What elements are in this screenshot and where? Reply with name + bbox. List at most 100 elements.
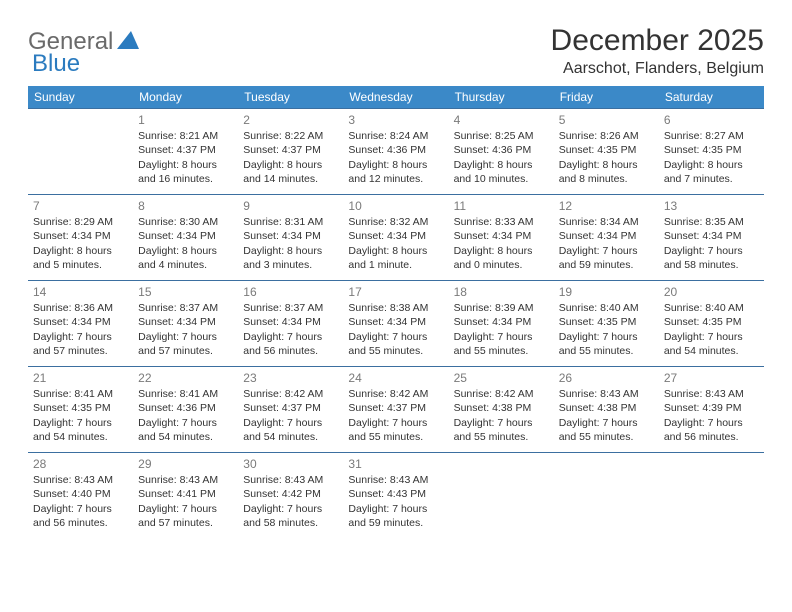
- sunset-text: Sunset: 4:34 PM: [454, 315, 549, 329]
- calendar-cell: 27Sunrise: 8:43 AMSunset: 4:39 PMDayligh…: [659, 367, 764, 453]
- dl1-text: Daylight: 7 hours: [559, 244, 654, 258]
- calendar-cell-empty: [28, 109, 133, 195]
- sunrise-text: Sunrise: 8:21 AM: [138, 129, 233, 143]
- sunrise-text: Sunrise: 8:41 AM: [33, 387, 128, 401]
- day-number: 8: [138, 198, 233, 214]
- calendar-cell-empty: [449, 453, 554, 539]
- sunrise-text: Sunrise: 8:43 AM: [348, 473, 443, 487]
- day-number: 31: [348, 456, 443, 472]
- dl1-text: Daylight: 7 hours: [33, 416, 128, 430]
- sunrise-text: Sunrise: 8:43 AM: [33, 473, 128, 487]
- calendar-row: 7Sunrise: 8:29 AMSunset: 4:34 PMDaylight…: [28, 195, 764, 281]
- day-number: 1: [138, 112, 233, 128]
- sunset-text: Sunset: 4:34 PM: [138, 315, 233, 329]
- calendar-cell: 1Sunrise: 8:21 AMSunset: 4:37 PMDaylight…: [133, 109, 238, 195]
- sunrise-text: Sunrise: 8:38 AM: [348, 301, 443, 315]
- header: General December 2025 Aarschot, Flanders…: [28, 24, 764, 78]
- sunset-text: Sunset: 4:35 PM: [664, 315, 759, 329]
- calendar-row: 28Sunrise: 8:43 AMSunset: 4:40 PMDayligh…: [28, 453, 764, 539]
- day-number: 29: [138, 456, 233, 472]
- day-number: 28: [33, 456, 128, 472]
- sunrise-text: Sunrise: 8:42 AM: [454, 387, 549, 401]
- sunset-text: Sunset: 4:38 PM: [454, 401, 549, 415]
- dl1-text: Daylight: 7 hours: [138, 502, 233, 516]
- dl2-text: and 8 minutes.: [559, 172, 654, 186]
- title-block: December 2025 Aarschot, Flanders, Belgiu…: [551, 24, 764, 78]
- sunset-text: Sunset: 4:36 PM: [348, 143, 443, 157]
- dl1-text: Daylight: 8 hours: [454, 158, 549, 172]
- sunrise-text: Sunrise: 8:40 AM: [664, 301, 759, 315]
- calendar-cell-empty: [554, 453, 659, 539]
- calendar-cell: 15Sunrise: 8:37 AMSunset: 4:34 PMDayligh…: [133, 281, 238, 367]
- dl2-text: and 14 minutes.: [243, 172, 338, 186]
- dl2-text: and 0 minutes.: [454, 258, 549, 272]
- sunrise-text: Sunrise: 8:34 AM: [559, 215, 654, 229]
- calendar-cell: 17Sunrise: 8:38 AMSunset: 4:34 PMDayligh…: [343, 281, 448, 367]
- calendar-cell: 30Sunrise: 8:43 AMSunset: 4:42 PMDayligh…: [238, 453, 343, 539]
- dl2-text: and 54 minutes.: [664, 344, 759, 358]
- sunrise-text: Sunrise: 8:42 AM: [243, 387, 338, 401]
- calendar-cell: 6Sunrise: 8:27 AMSunset: 4:35 PMDaylight…: [659, 109, 764, 195]
- sunrise-text: Sunrise: 8:41 AM: [138, 387, 233, 401]
- calendar-row: 14Sunrise: 8:36 AMSunset: 4:34 PMDayligh…: [28, 281, 764, 367]
- sunset-text: Sunset: 4:37 PM: [138, 143, 233, 157]
- calendar-cell: 31Sunrise: 8:43 AMSunset: 4:43 PMDayligh…: [343, 453, 448, 539]
- day-number: 22: [138, 370, 233, 386]
- sunrise-text: Sunrise: 8:30 AM: [138, 215, 233, 229]
- dl2-text: and 1 minute.: [348, 258, 443, 272]
- sunset-text: Sunset: 4:34 PM: [348, 315, 443, 329]
- day-number: 30: [243, 456, 338, 472]
- dl2-text: and 55 minutes.: [559, 344, 654, 358]
- dl2-text: and 4 minutes.: [138, 258, 233, 272]
- calendar-cell: 24Sunrise: 8:42 AMSunset: 4:37 PMDayligh…: [343, 367, 448, 453]
- page-title: December 2025: [551, 24, 764, 58]
- sunset-text: Sunset: 4:35 PM: [33, 401, 128, 415]
- dl1-text: Daylight: 7 hours: [33, 502, 128, 516]
- calendar-head: SundayMondayTuesdayWednesdayThursdayFrid…: [28, 86, 764, 109]
- calendar-cell: 11Sunrise: 8:33 AMSunset: 4:34 PMDayligh…: [449, 195, 554, 281]
- sunrise-text: Sunrise: 8:42 AM: [348, 387, 443, 401]
- sunset-text: Sunset: 4:37 PM: [243, 401, 338, 415]
- calendar-cell: 10Sunrise: 8:32 AMSunset: 4:34 PMDayligh…: [343, 195, 448, 281]
- day-number: 27: [664, 370, 759, 386]
- calendar-cell: 3Sunrise: 8:24 AMSunset: 4:36 PMDaylight…: [343, 109, 448, 195]
- sunset-text: Sunset: 4:34 PM: [664, 229, 759, 243]
- weekday-header: Friday: [554, 86, 659, 109]
- calendar-cell: 21Sunrise: 8:41 AMSunset: 4:35 PMDayligh…: [28, 367, 133, 453]
- day-number: 7: [33, 198, 128, 214]
- dl1-text: Daylight: 7 hours: [559, 416, 654, 430]
- dl2-text: and 58 minutes.: [664, 258, 759, 272]
- sunrise-text: Sunrise: 8:43 AM: [559, 387, 654, 401]
- day-number: 16: [243, 284, 338, 300]
- calendar-table: SundayMondayTuesdayWednesdayThursdayFrid…: [28, 86, 764, 539]
- dl2-text: and 57 minutes.: [138, 516, 233, 530]
- sunset-text: Sunset: 4:34 PM: [454, 229, 549, 243]
- sunset-text: Sunset: 4:40 PM: [33, 487, 128, 501]
- day-number: 14: [33, 284, 128, 300]
- dl2-text: and 55 minutes.: [559, 430, 654, 444]
- dl2-text: and 56 minutes.: [664, 430, 759, 444]
- day-number: 23: [243, 370, 338, 386]
- calendar-cell: 12Sunrise: 8:34 AMSunset: 4:34 PMDayligh…: [554, 195, 659, 281]
- sunrise-text: Sunrise: 8:25 AM: [454, 129, 549, 143]
- sunrise-text: Sunrise: 8:22 AM: [243, 129, 338, 143]
- day-number: 9: [243, 198, 338, 214]
- calendar-cell: 16Sunrise: 8:37 AMSunset: 4:34 PMDayligh…: [238, 281, 343, 367]
- dl2-text: and 55 minutes.: [454, 344, 549, 358]
- sunrise-text: Sunrise: 8:43 AM: [664, 387, 759, 401]
- dl1-text: Daylight: 7 hours: [243, 416, 338, 430]
- dl1-text: Daylight: 7 hours: [559, 330, 654, 344]
- sunset-text: Sunset: 4:35 PM: [664, 143, 759, 157]
- dl2-text: and 54 minutes.: [138, 430, 233, 444]
- calendar-cell: 23Sunrise: 8:42 AMSunset: 4:37 PMDayligh…: [238, 367, 343, 453]
- calendar-cell: 29Sunrise: 8:43 AMSunset: 4:41 PMDayligh…: [133, 453, 238, 539]
- dl1-text: Daylight: 7 hours: [664, 330, 759, 344]
- calendar-body: 1Sunrise: 8:21 AMSunset: 4:37 PMDaylight…: [28, 109, 764, 539]
- day-number: 24: [348, 370, 443, 386]
- sunrise-text: Sunrise: 8:31 AM: [243, 215, 338, 229]
- sunrise-text: Sunrise: 8:43 AM: [138, 473, 233, 487]
- day-number: 20: [664, 284, 759, 300]
- dl1-text: Daylight: 8 hours: [348, 244, 443, 258]
- dl1-text: Daylight: 8 hours: [138, 158, 233, 172]
- day-number: 4: [454, 112, 549, 128]
